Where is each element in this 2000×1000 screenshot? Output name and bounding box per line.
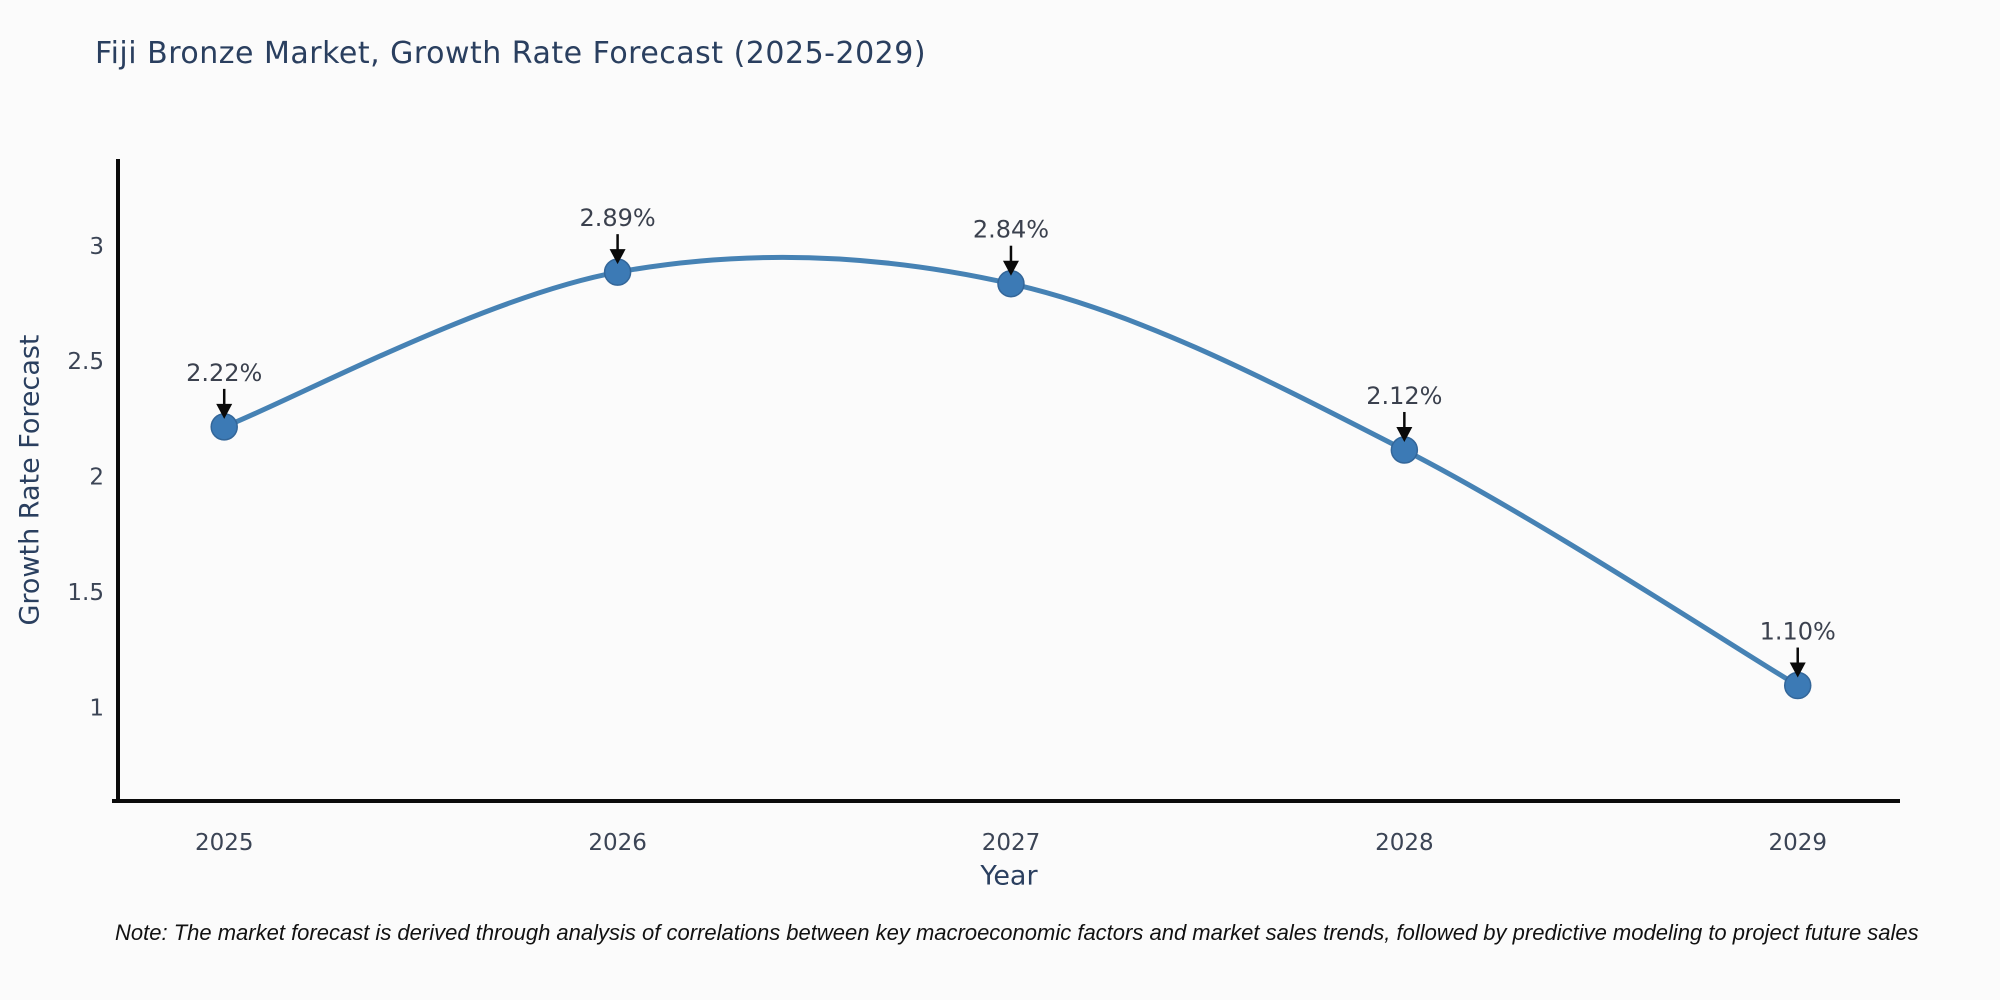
point-value-label: 1.10% <box>1760 618 1836 646</box>
x-tick-label: 2027 <box>982 830 1041 856</box>
point-value-label: 2.22% <box>186 359 262 387</box>
chart-title: Fiji Bronze Market, Growth Rate Forecast… <box>95 36 927 71</box>
point-value-label: 2.12% <box>1366 382 1442 410</box>
annotation-arrow-head <box>1002 260 1019 276</box>
x-tick-label: 2028 <box>1375 830 1434 856</box>
point-value-label: 2.84% <box>973 216 1049 244</box>
y-tick-label: 1.5 <box>67 580 104 606</box>
y-tick-label: 2.5 <box>67 349 104 375</box>
y-tick-label: 1 <box>89 696 104 722</box>
annotation-arrow-head <box>1396 426 1413 442</box>
series-line <box>221 254 1801 689</box>
annotation-arrow-head <box>1789 662 1806 678</box>
y-tick-label: 2 <box>89 465 104 491</box>
x-tick-label: 2025 <box>195 830 254 856</box>
y-axis-label: Growth Rate Forecast <box>15 334 46 625</box>
footnote: Note: The market forecast is derived thr… <box>115 920 1919 945</box>
y-tick-label: 3 <box>89 234 104 260</box>
x-tick-label: 2026 <box>588 830 647 856</box>
point-value-label: 2.89% <box>579 204 655 232</box>
x-tick-label: 2029 <box>1768 830 1827 856</box>
annotation-arrow-head <box>216 403 233 419</box>
annotation-arrow-head <box>609 249 626 265</box>
x-axis-label: Year <box>979 861 1038 892</box>
